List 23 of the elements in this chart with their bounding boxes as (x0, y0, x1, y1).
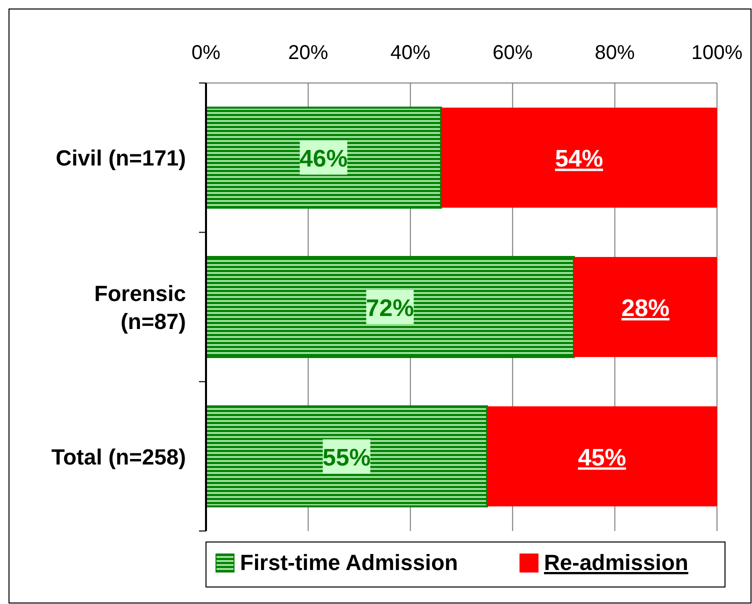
y-tick-label: Total (n=258) (51, 444, 186, 470)
y-tick-label: Forensic (n=87) (94, 281, 186, 334)
legend-label: First-time Admission (240, 550, 458, 575)
bar (487, 406, 717, 506)
data-label: 28% (621, 295, 670, 322)
x-tick-label: 20% (288, 42, 328, 64)
data-label: 55% (322, 444, 371, 472)
data-label: 72% (366, 295, 414, 322)
data-label: 54% (555, 146, 604, 173)
bar (205, 106, 442, 209)
x-tick-label: 60% (492, 42, 533, 64)
y-tick-label: Civil (n=171) (56, 146, 186, 171)
data-label: 45% (578, 444, 626, 472)
x-tick-label: 0% (192, 42, 221, 64)
bar (205, 256, 575, 358)
bar (441, 108, 717, 208)
data-label: 46% (300, 146, 348, 173)
legend-label: Re-admission (544, 550, 688, 575)
x-tick-label: 80% (594, 42, 636, 64)
x-tick-label: 100% (691, 42, 743, 64)
bar (205, 405, 488, 508)
x-tick-label: 40% (390, 42, 431, 64)
bar (574, 256, 717, 358)
